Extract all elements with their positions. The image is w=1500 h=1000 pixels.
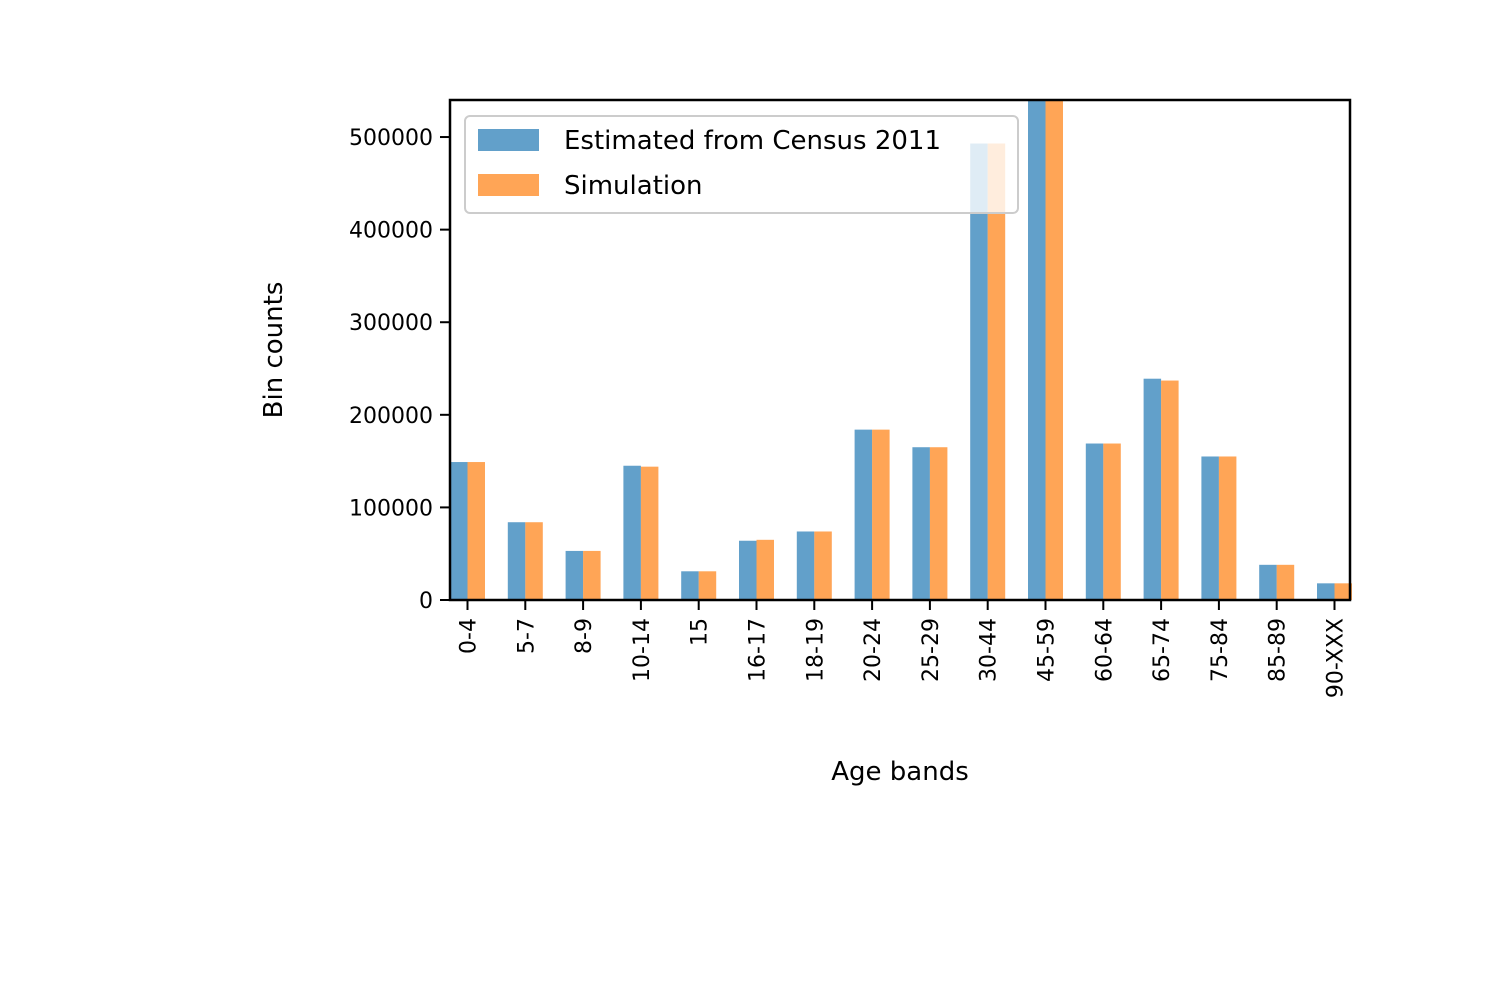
bar-census-30-44	[970, 143, 988, 600]
x-tick-label: 10-14	[630, 618, 655, 682]
legend-box	[464, 115, 1019, 214]
bar-census-15	[681, 571, 699, 600]
x-tick-label: 20-24	[861, 618, 886, 682]
y-tick-label: 0	[419, 589, 433, 614]
bar-simulation-5-7	[525, 522, 543, 600]
bar-census-5-7	[507, 522, 526, 600]
legend-label-simulation: Simulation	[564, 171, 703, 201]
bar-census-20-24	[854, 429, 873, 600]
bar-census-90-XXX	[1317, 583, 1335, 600]
x-tick-label: 45-59	[1035, 618, 1060, 682]
bars-group	[450, 100, 1352, 600]
legend-swatch-census	[478, 129, 539, 151]
legend-label-census: Estimated from Census 2011	[564, 126, 941, 156]
x-tick-label: 16-17	[746, 618, 771, 682]
bar-simulation-45-59	[1045, 100, 1063, 600]
x-tick-label: 8-9	[572, 618, 597, 654]
plot-frame	[448, 98, 1352, 602]
y-tick-label: 400000	[349, 219, 433, 244]
bar-simulation-75-84	[1218, 456, 1237, 600]
bar-census-0-4	[450, 462, 468, 600]
bar-census-75-84	[1201, 456, 1219, 600]
bar-census-25-29	[912, 447, 930, 600]
x-tick-label: 75-84	[1208, 618, 1233, 682]
x-tick-label: 5-7	[514, 618, 539, 654]
bar-census-16-17	[739, 540, 757, 600]
y-tick-label: 300000	[349, 311, 433, 336]
bar-simulation-0-4	[467, 462, 485, 600]
y-axis-label: Bin counts	[259, 282, 289, 419]
bar-simulation-30-44	[987, 143, 1006, 600]
y-tick-label: 500000	[349, 126, 433, 151]
x-tick-label: 65-74	[1150, 618, 1175, 682]
y-tick-label: 200000	[349, 404, 433, 429]
x-tick-label: 90-XXX	[1324, 618, 1349, 698]
bar-simulation-10-14	[640, 466, 659, 600]
y-tick-label: 100000	[349, 496, 433, 521]
bar-simulation-25-29	[929, 447, 948, 600]
bar-simulation-15	[698, 571, 717, 600]
bar-simulation-20-24	[872, 429, 890, 600]
x-tick-label: 0-4	[457, 618, 482, 654]
bar-simulation-16-17	[756, 539, 774, 600]
bar-census-18-19	[796, 531, 815, 600]
x-axis-ticks: 0-4 5-7 8-9 10-14 15 16-17 18-19 20-24 25-29 30-4…	[457, 600, 1349, 698]
bar-simulation-18-19	[814, 531, 832, 600]
bar-census-65-74	[1143, 378, 1162, 600]
bar-census-85-89	[1259, 564, 1277, 600]
x-axis-label: Age bands	[831, 757, 969, 787]
x-tick-label: 15	[688, 618, 713, 646]
y-axis-ticks: 0 100000 200000 300000 400000 500000	[349, 126, 450, 614]
x-tick-label: 60-64	[1092, 618, 1117, 682]
bar-simulation-8-9	[583, 550, 601, 600]
bar-simulation-65-74	[1161, 380, 1179, 600]
bar-census-60-64	[1085, 443, 1104, 600]
bar-simulation-90-XXX	[1334, 583, 1352, 600]
bar-simulation-60-64	[1103, 443, 1121, 600]
x-tick-label: 25-29	[919, 618, 944, 682]
legend: Estimated from Census 2011 Simulation	[464, 115, 1019, 214]
bar-simulation-85-89	[1276, 564, 1295, 600]
x-tick-label: 18-19	[803, 618, 828, 682]
bar-census-45-59	[1028, 100, 1046, 600]
bar-census-10-14	[623, 465, 641, 600]
x-tick-label: 85-89	[1266, 618, 1291, 682]
x-tick-label: 30-44	[977, 618, 1002, 682]
legend-swatch-simulation	[478, 174, 539, 196]
bar-census-8-9	[565, 550, 584, 600]
